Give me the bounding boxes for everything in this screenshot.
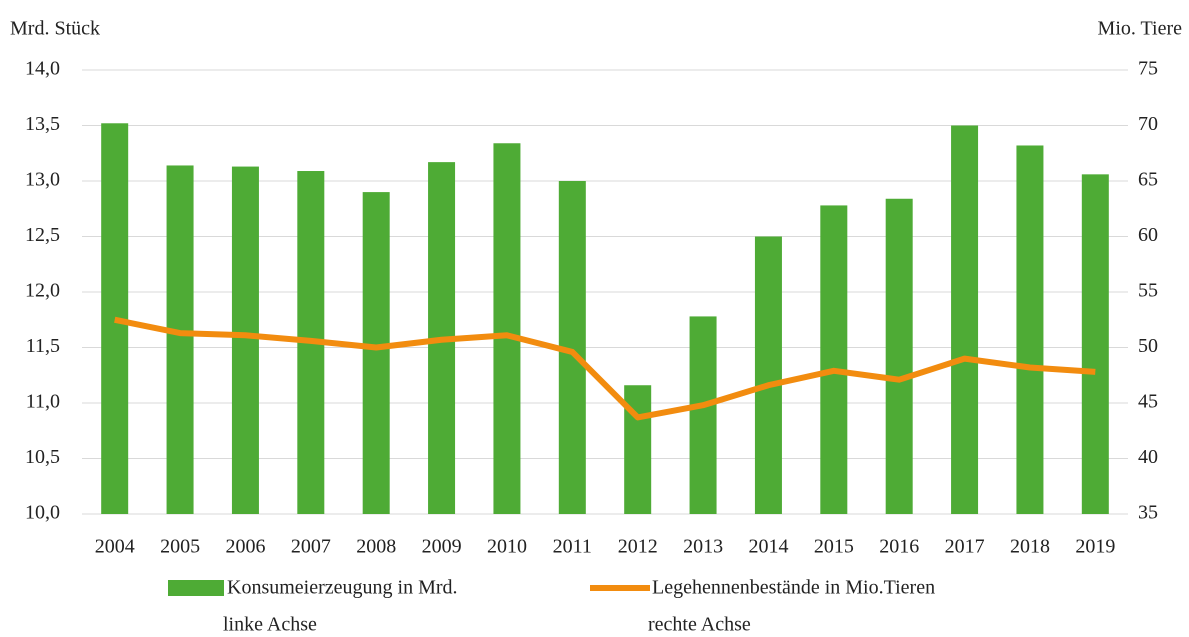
bar <box>1016 145 1044 515</box>
legend-note: rechte Achse <box>648 614 751 636</box>
bar <box>820 205 848 515</box>
y-tick-label: 10,5 <box>25 446 60 468</box>
line <box>114 316 1096 421</box>
y2-tick-label: 40 <box>1138 446 1158 468</box>
y-tick-label: 11,0 <box>26 391 60 413</box>
bar <box>166 165 194 514</box>
x-tick-label: 2012 <box>618 536 658 558</box>
x-tick-label: 2018 <box>1010 536 1050 558</box>
bar <box>231 166 259 514</box>
y-tick-label: 12,0 <box>25 280 60 302</box>
y2-tick-label: 35 <box>1138 502 1158 524</box>
legend-label: Konsumeierzeugung in Mrd. <box>227 577 458 599</box>
y2-tick-label: 55 <box>1138 280 1158 302</box>
y-tick-label: 13,0 <box>25 169 60 191</box>
x-tick-label: 2016 <box>879 536 919 558</box>
x-tick-label: 2011 <box>553 536 592 558</box>
x-tick-label: 2004 <box>95 536 135 558</box>
x-tick-label: 2010 <box>487 536 527 558</box>
y-tick-label: 11,5 <box>26 335 60 357</box>
x-tick-label: 2013 <box>683 536 723 558</box>
bar <box>1081 174 1109 514</box>
y-tick-label: 10,0 <box>25 502 60 524</box>
legend-note: linke Achse <box>223 614 317 636</box>
bar <box>754 236 782 514</box>
x-tick-label: 2009 <box>422 536 462 558</box>
y2-axis-label: Mio. Tiere <box>1098 18 1183 40</box>
y2-tick-label: 70 <box>1138 113 1158 135</box>
legend-swatch <box>168 580 224 596</box>
x-tick-label: 2015 <box>814 536 854 558</box>
bar <box>689 316 717 514</box>
y2-tick-label: 45 <box>1138 391 1158 413</box>
bar <box>362 192 390 514</box>
x-tick-label: 2014 <box>748 536 788 558</box>
y2-tick-label: 50 <box>1138 335 1158 357</box>
y-tick-label: 12,5 <box>25 224 60 246</box>
y2-tick-label: 75 <box>1138 58 1158 80</box>
x-tick-label: 2006 <box>225 536 265 558</box>
y2-tick-label: 65 <box>1138 169 1158 191</box>
y-tick-label: 13,5 <box>25 113 60 135</box>
x-tick-label: 2008 <box>356 536 396 558</box>
bar <box>951 125 979 514</box>
bar <box>493 143 521 514</box>
y-axis-label: Mrd. Stück <box>10 18 100 40</box>
x-tick-label: 2019 <box>1075 536 1115 558</box>
legend-label: Legehennenbestände in Mio.Tieren <box>652 577 935 599</box>
y2-tick-label: 60 <box>1138 224 1158 246</box>
y-tick-label: 14,0 <box>25 58 60 80</box>
x-tick-label: 2005 <box>160 536 200 558</box>
x-tick-label: 2017 <box>945 536 985 558</box>
bar <box>885 198 913 514</box>
x-tick-label: 2007 <box>291 536 331 558</box>
